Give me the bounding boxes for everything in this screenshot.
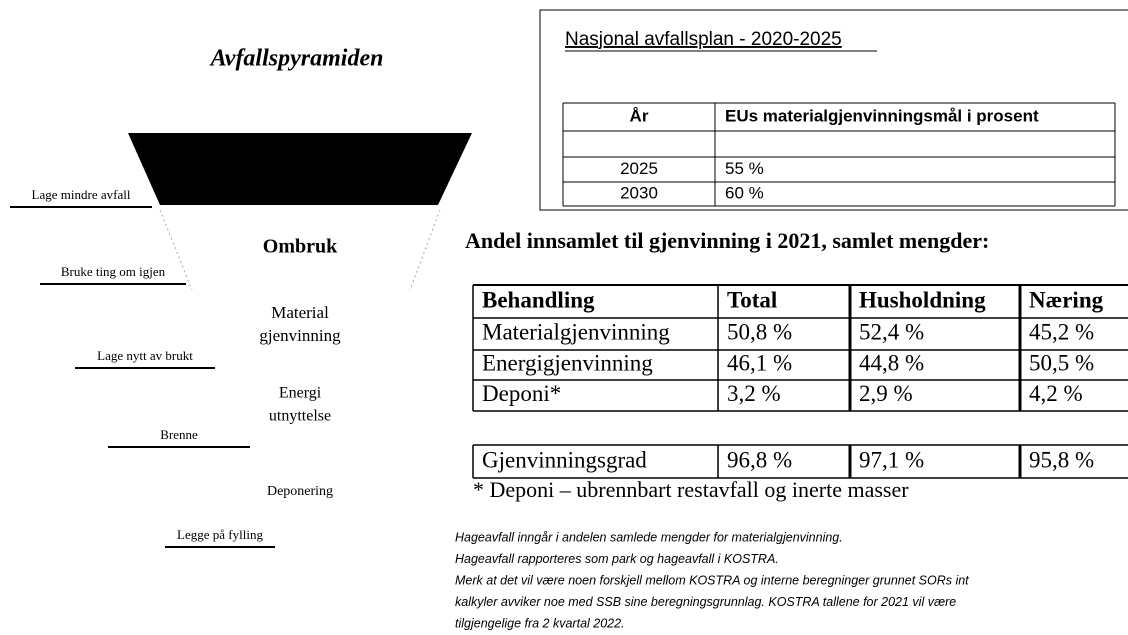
pyramid-edge	[409, 209, 441, 291]
plan-cell: 2025	[620, 159, 658, 178]
note: kalkyler avviker noe med SSB sine beregn…	[455, 595, 956, 609]
plan-title: Nasjonal avfallsplan - 2020-2025	[565, 29, 842, 50]
collection-title: Andel innsamlet til gjenvinning i 2021, …	[465, 228, 989, 253]
pyramid-level: utnyttelse	[269, 408, 331, 425]
collection-cell: 50,8 %	[727, 319, 792, 344]
collection-header: Behandling	[482, 287, 595, 312]
pyramid-level: Ombruk	[263, 236, 338, 258]
collection-cell: 44,8 %	[859, 350, 924, 375]
plan-cell: 2030	[620, 183, 658, 202]
collection-cell: Materialgjenvinning	[482, 319, 670, 344]
total-cell: Gjenvinningsgrad	[482, 447, 647, 472]
collection-cell: Energigjenvinning	[482, 350, 653, 375]
pyramid-level: Material	[271, 303, 329, 322]
plan-box	[539, 9, 1128, 211]
pyramid-action: Lage mindre avfall	[32, 187, 131, 202]
collection-cell: 50,5 %	[1029, 350, 1094, 375]
footnote: * Deponi – ubrennbart restavfall og iner…	[473, 477, 909, 502]
pyramid-action: Legge på fylling	[177, 527, 263, 542]
pyramid-action: Bruke ting om igjen	[61, 264, 166, 279]
pyramid-level: Energi	[279, 385, 322, 402]
collection-cell: 4,2 %	[1029, 381, 1083, 406]
collection-cell: Deponi*	[482, 381, 561, 406]
note: tilgjengelige fra 2 kvartal 2022.	[455, 616, 625, 630]
pyramid-level: Deponering	[267, 484, 333, 499]
note: Hageavfall inngår i andelen samlede meng…	[455, 530, 843, 544]
pyramid-edge	[159, 209, 193, 291]
note: Merk at det vil være noen forskjell mell…	[455, 573, 969, 587]
collection-cell: 52,4 %	[859, 319, 924, 344]
pyramid-top	[128, 133, 472, 205]
collection-cell: 46,1 %	[727, 350, 792, 375]
pyramid-action: Brenne	[160, 427, 198, 442]
plan-cell: 60 %	[725, 183, 764, 202]
note: Hageavfall rapporteres som park og hagea…	[455, 552, 779, 566]
plan-header: EUs materialgjenvinningsmål i prosent	[725, 106, 1039, 125]
total-cell: 96,8 %	[727, 447, 792, 472]
plan-cell: 55 %	[725, 159, 764, 178]
pyramid-action: Lage nytt av brukt	[97, 348, 193, 363]
total-cell: 95,8 %	[1029, 447, 1094, 472]
collection-cell: 2,9 %	[859, 381, 913, 406]
plan-header: År	[630, 106, 649, 125]
collection-header: Total	[727, 287, 777, 312]
collection-cell: 45,2 %	[1029, 319, 1094, 344]
collection-header: Husholdning	[859, 287, 986, 312]
collection-cell: 3,2 %	[727, 381, 781, 406]
pyramid-title: Avfallspyramiden	[209, 46, 384, 72]
collection-header: Næring	[1029, 287, 1104, 312]
total-cell: 97,1 %	[859, 447, 924, 472]
pyramid-level: gjenvinning	[259, 326, 341, 345]
